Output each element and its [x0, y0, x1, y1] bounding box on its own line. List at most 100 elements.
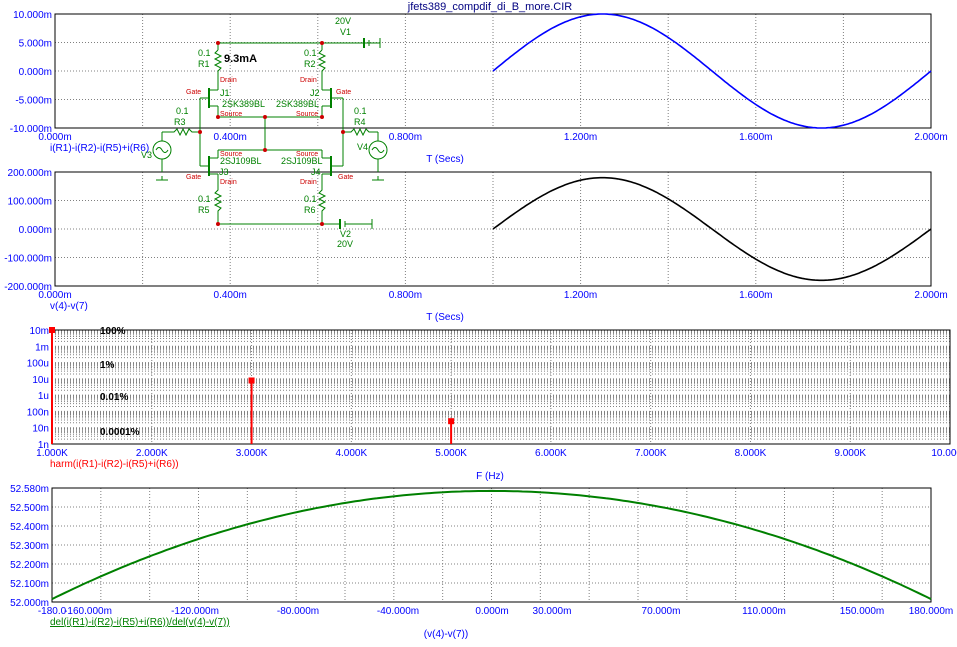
- y-tick-label: 0.000m: [19, 225, 52, 236]
- trace-label[interactable]: i(R1)-i(R2)-i(R5)+i(R6): [50, 143, 149, 154]
- y-tick-label: 1n: [38, 440, 49, 451]
- trace-label[interactable]: del(i(R1)-i(R2)-i(R5)+i(R6))/del(v(4)-v(…: [50, 617, 230, 628]
- resistor-r1: [213, 49, 223, 90]
- y-tick-label: 52.000m: [10, 598, 49, 609]
- gm-trace: [51, 489, 932, 600]
- current-trace: [492, 13, 932, 129]
- resistor-r6: [317, 174, 327, 224]
- window-title: jfets389_compdif_di_B_more.CIR: [407, 1, 573, 13]
- voltage-trace: [492, 176, 932, 282]
- v3-label: V3: [141, 150, 152, 160]
- harmonic-marker: [448, 418, 455, 425]
- resistor-r3: [167, 127, 200, 137]
- j1-gate-pin: Gate: [186, 89, 201, 96]
- y-tick-label: -200.000m: [4, 282, 52, 293]
- j4-gate-pin: Gate: [338, 174, 353, 181]
- transconductance-plot[interactable]: 52.580m 52.500m 52.400m 52.300m 52.200m 52.10…: [10, 484, 953, 640]
- harmonic-marker: [248, 377, 255, 384]
- y-tick-label: 100u: [27, 359, 49, 370]
- x-tick-label: 0.800m: [389, 132, 422, 143]
- r1-value: 0.1: [198, 48, 211, 58]
- y-tick-label: 0.000m: [19, 67, 52, 78]
- x-tick-label: 30.000m: [533, 606, 572, 617]
- x-tick-label: 1.000K: [36, 448, 68, 459]
- j3-source-pin: Source: [220, 151, 242, 158]
- node-dots: [198, 41, 345, 226]
- j2-part: 2SK389BL: [276, 99, 319, 109]
- x-axis-ticks: 0.000m 0.400m 0.800m 1.200m 1.600m 2.000m: [38, 290, 947, 301]
- x-tick-label: -160.000m: [64, 606, 112, 617]
- j3-part: 2SJ109BL: [220, 156, 262, 166]
- harmonics-plot[interactable]: 10m 1m 100u 10u 1u 100n 10n 1n 1.000K 2.000K 3.00…: [27, 326, 957, 482]
- y-tick-label: 10u: [32, 375, 49, 386]
- y-tick-label: -100.000m: [4, 254, 52, 265]
- x-tick-label: 0.000m: [38, 132, 71, 143]
- plot-grid: [52, 488, 931, 602]
- j4-part: 2SJ109BL: [281, 156, 323, 166]
- trace-label[interactable]: harm(i(R1)-i(R2)-i(R5)+i(R6)): [50, 459, 179, 470]
- x-tick-label: 3.000K: [236, 448, 268, 459]
- percent-annotations: 100% 1% 0.01% 0.0001%: [100, 326, 140, 438]
- x-tick-label: 0.000m: [475, 606, 508, 617]
- resistor-r5: [213, 174, 223, 224]
- y-tick-label: 52.580m: [10, 484, 49, 495]
- y-tick-label: 10m: [30, 326, 49, 337]
- x-tick-label: 180.000m: [909, 606, 953, 617]
- harmonic-marker: [49, 327, 55, 333]
- x-tick-label: 0.400m: [214, 290, 247, 301]
- percent-annotation: 100%: [100, 326, 126, 337]
- x-tick-label: 0.800m: [389, 290, 422, 301]
- plot-grid: [52, 330, 950, 445]
- y-tick-label: -5.000m: [15, 96, 52, 107]
- plot-frame: [51, 329, 951, 445]
- j2-source-pin: Source: [296, 111, 318, 118]
- v2-label: V2: [340, 229, 351, 239]
- r5-label: R5: [198, 205, 210, 215]
- y-tick-label: 100n: [27, 407, 49, 418]
- circuit-schematic[interactable]: 20V V1 20V V2 0.1 R1 0.1 R2 0.1 R3 0.1 R…: [141, 16, 388, 249]
- j2-label: J2: [310, 88, 320, 98]
- x-tick-label: 1.200m: [564, 290, 597, 301]
- r1-label: R1: [198, 59, 210, 69]
- trace-label[interactable]: v(4)-v(7): [50, 301, 88, 312]
- r2-value: 0.1: [304, 48, 317, 58]
- x-tick-label: 9.000K: [834, 448, 866, 459]
- r4-label: R4: [354, 117, 366, 127]
- rail-bottom-label: 20V: [337, 239, 353, 249]
- j4-source-pin: Source: [296, 151, 318, 158]
- percent-annotation: 0.01%: [100, 392, 128, 403]
- x-tick-label: 2.000m: [914, 290, 947, 301]
- r5-value: 0.1: [198, 194, 211, 204]
- x-tick-label: 6.000K: [535, 448, 567, 459]
- transient-voltage-plot[interactable]: 200.000m 100.000m 0.000m -100.000m -200.000m…: [4, 168, 947, 323]
- x-tick-label: 1.200m: [564, 132, 597, 143]
- j2-drain-pin: Drain: [300, 77, 317, 84]
- percent-annotation: 0.0001%: [100, 427, 140, 438]
- r6-value: 0.1: [304, 194, 317, 204]
- resistor-r2: [317, 49, 327, 90]
- y-tick-label: -10.000m: [10, 124, 52, 135]
- j3-label: J3: [219, 167, 229, 177]
- x-tick-label: 1.600m: [739, 290, 772, 301]
- r6-label: R6: [304, 205, 316, 215]
- j1-part: 2SK389BL: [222, 99, 265, 109]
- y-tick-label: 1m: [35, 342, 49, 353]
- percent-annotation: 1%: [100, 360, 115, 371]
- x-tick-label: 2.000K: [136, 448, 168, 459]
- x-tick-label: 2.000m: [914, 132, 947, 143]
- j2-gate-pin: Gate: [336, 89, 351, 96]
- x-tick-label: 1.600m: [739, 132, 772, 143]
- y-tick-label: 52.200m: [10, 560, 49, 571]
- x-axis-ticks: -180.0-160.000m -120.000m -80.000m -40.000m…: [38, 606, 953, 617]
- y-tick-label: 10n: [32, 424, 49, 435]
- rail-top-label: 20V: [335, 16, 351, 26]
- y-tick-label: 52.400m: [10, 522, 49, 533]
- plot-frame: [51, 487, 932, 603]
- x-tick-label: 10.000K: [931, 448, 957, 459]
- resistor-r4: [343, 127, 378, 137]
- transient-current-plot[interactable]: 10.000m 5.000m 0.000m -5.000m -10.000m 0.000…: [10, 10, 948, 165]
- x-tick-label: 70.000m: [642, 606, 681, 617]
- r4-value: 0.1: [354, 106, 367, 116]
- v4-label: V4: [357, 142, 368, 152]
